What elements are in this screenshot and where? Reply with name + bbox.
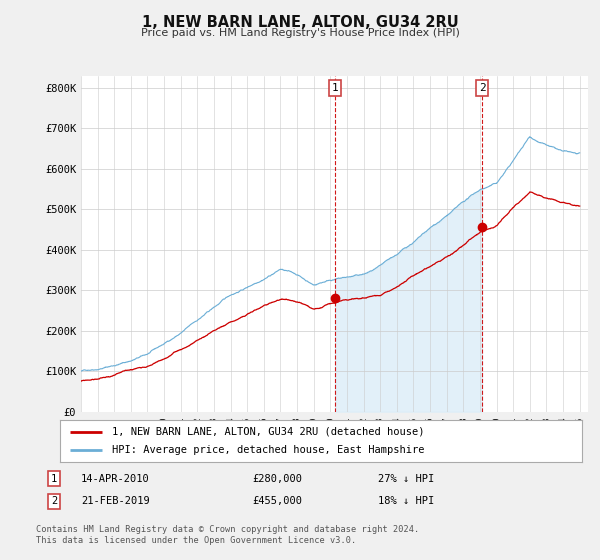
Text: 18% ↓ HPI: 18% ↓ HPI — [378, 496, 434, 506]
Text: 1: 1 — [332, 83, 338, 93]
Text: 2: 2 — [51, 496, 57, 506]
Text: 21-FEB-2019: 21-FEB-2019 — [81, 496, 150, 506]
Text: 27% ↓ HPI: 27% ↓ HPI — [378, 474, 434, 484]
Text: 14-APR-2010: 14-APR-2010 — [81, 474, 150, 484]
Text: 2: 2 — [479, 83, 485, 93]
Text: 1, NEW BARN LANE, ALTON, GU34 2RU: 1, NEW BARN LANE, ALTON, GU34 2RU — [142, 15, 458, 30]
Text: Contains HM Land Registry data © Crown copyright and database right 2024.
This d: Contains HM Land Registry data © Crown c… — [36, 525, 419, 545]
Text: 1, NEW BARN LANE, ALTON, GU34 2RU (detached house): 1, NEW BARN LANE, ALTON, GU34 2RU (detac… — [112, 427, 425, 437]
Text: HPI: Average price, detached house, East Hampshire: HPI: Average price, detached house, East… — [112, 445, 425, 455]
Text: £455,000: £455,000 — [252, 496, 302, 506]
Text: Price paid vs. HM Land Registry's House Price Index (HPI): Price paid vs. HM Land Registry's House … — [140, 28, 460, 38]
Text: £280,000: £280,000 — [252, 474, 302, 484]
Text: 1: 1 — [51, 474, 57, 484]
